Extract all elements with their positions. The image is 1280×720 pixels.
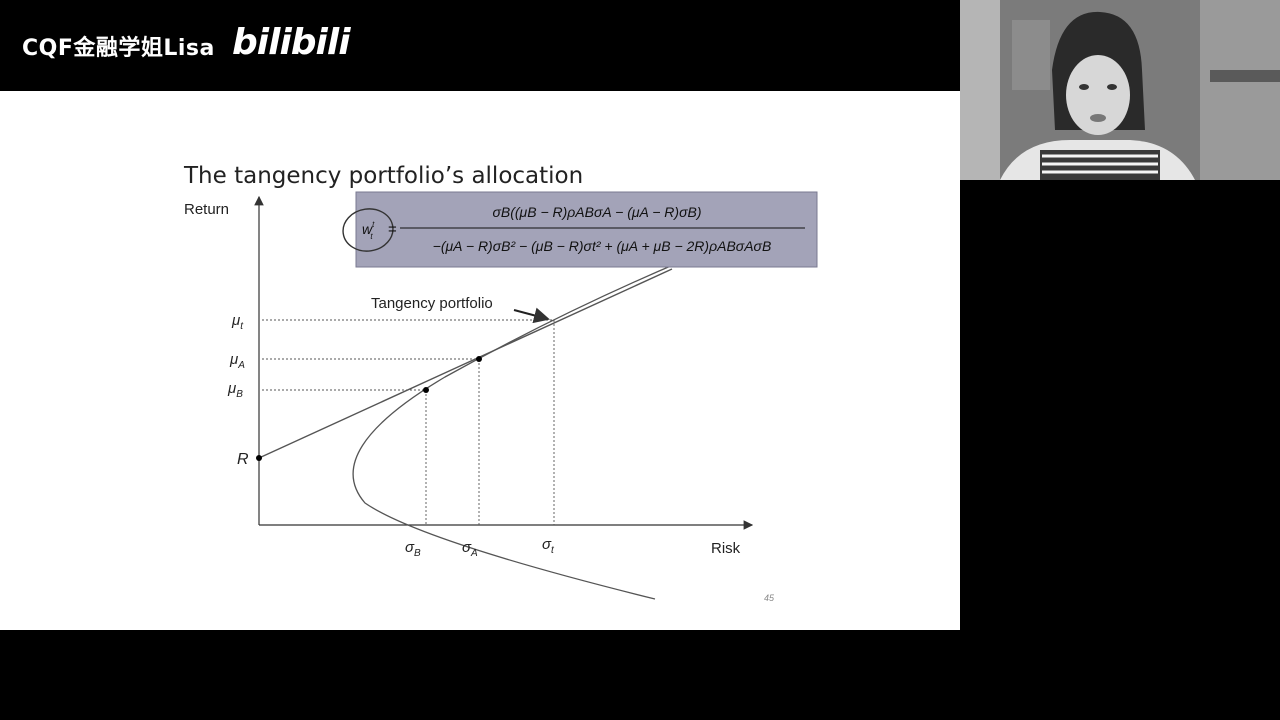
annotation-arrow bbox=[513, 307, 550, 324]
tangent-line bbox=[258, 268, 673, 459]
slide-title: The tangency portfolio’s allocation bbox=[184, 163, 584, 189]
x-tick-sigma-t: σt bbox=[542, 536, 555, 556]
bilibili-logo: bilibili bbox=[232, 22, 351, 63]
formula-numerator: σB((μB − R)ρABσA − (μA − R)σB) bbox=[492, 204, 701, 220]
hand-drawn-circle-icon bbox=[342, 208, 394, 252]
tangency-annotation: Tangency portfolio bbox=[371, 295, 493, 312]
presentation-slide: The tangency portfolio’s allocation bbox=[0, 91, 960, 630]
formula-lhs: wt t bbox=[362, 220, 375, 241]
formula-equals: = bbox=[388, 221, 397, 238]
formula-denominator: −(μA − R)σB² − (μB − R)σt² + (μA + μB − … bbox=[433, 238, 772, 254]
portfolio-b-point bbox=[423, 387, 429, 393]
page-number: 45 bbox=[764, 593, 775, 603]
y-axis-label: Return bbox=[184, 201, 229, 218]
y-tick-mu-t: μt bbox=[231, 312, 244, 332]
risk-free-label: R bbox=[237, 451, 249, 468]
x-axis-label: Risk bbox=[711, 540, 741, 557]
x-tick-sigma-b: σB bbox=[405, 539, 421, 559]
weight-formula: wt t = σB((μB − R)ρABσA − (μA − R)σB) −(μ… bbox=[342, 191, 818, 268]
guide-lines bbox=[262, 319, 555, 525]
x-tick-sigma-a: σA bbox=[462, 539, 478, 559]
presenter-webcam-feed bbox=[960, 0, 1280, 180]
brand-text: CQF金融学姐Lisa bbox=[22, 36, 215, 61]
formula-box bbox=[355, 191, 818, 268]
portfolio-a-point bbox=[476, 356, 482, 362]
y-tick-mu-a: μA bbox=[229, 351, 245, 371]
efficient-frontier-curve bbox=[352, 261, 681, 600]
webcam-image bbox=[960, 0, 1280, 180]
y-tick-mu-b: μB bbox=[227, 380, 243, 400]
risk-free-point bbox=[256, 455, 262, 461]
tangency-diagram: Return Risk Tangency portfolio R μt μA μ… bbox=[184, 191, 818, 600]
